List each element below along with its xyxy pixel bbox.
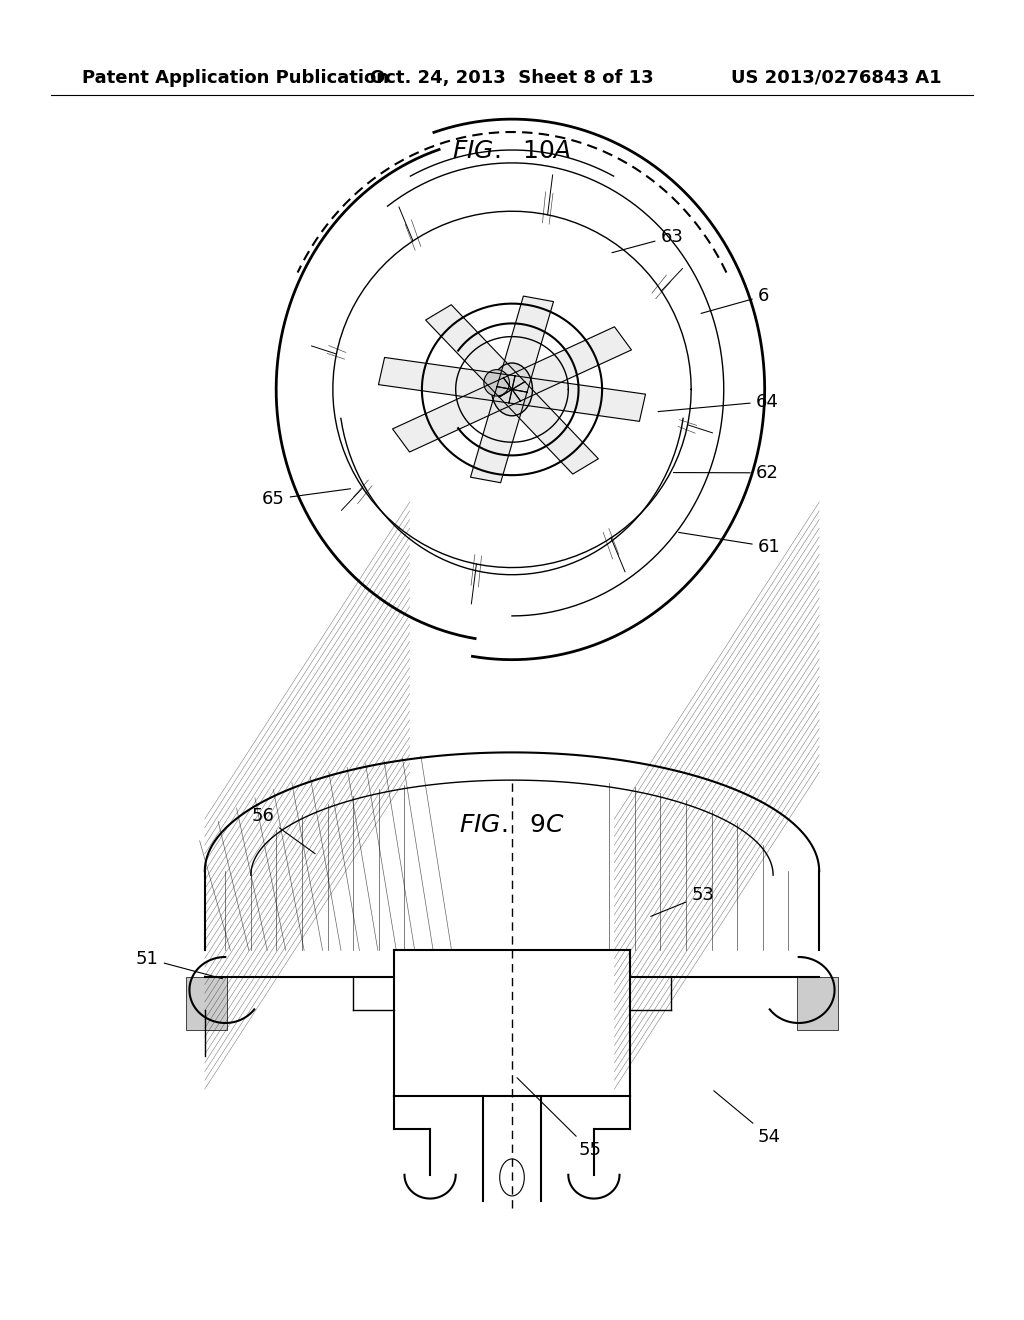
Text: 64: 64 bbox=[658, 392, 778, 412]
Polygon shape bbox=[392, 378, 520, 451]
Polygon shape bbox=[499, 381, 598, 474]
Polygon shape bbox=[426, 305, 525, 397]
Ellipse shape bbox=[500, 1159, 524, 1196]
Text: 63: 63 bbox=[612, 227, 683, 252]
Text: 53: 53 bbox=[651, 886, 714, 916]
Text: 56: 56 bbox=[252, 807, 315, 854]
Text: 62: 62 bbox=[674, 463, 778, 482]
Text: Oct. 24, 2013  Sheet 8 of 13: Oct. 24, 2013 Sheet 8 of 13 bbox=[371, 69, 653, 87]
Text: 54: 54 bbox=[714, 1090, 780, 1146]
Text: 51: 51 bbox=[136, 949, 222, 978]
Polygon shape bbox=[509, 376, 645, 421]
Text: US 2013/0276843 A1: US 2013/0276843 A1 bbox=[731, 69, 942, 87]
Polygon shape bbox=[470, 387, 527, 483]
Polygon shape bbox=[504, 327, 632, 401]
Polygon shape bbox=[379, 358, 515, 403]
Text: 65: 65 bbox=[262, 488, 350, 508]
Polygon shape bbox=[497, 296, 554, 392]
Bar bbox=[797, 977, 838, 1030]
Text: 55: 55 bbox=[517, 1077, 601, 1159]
Circle shape bbox=[492, 363, 532, 416]
Text: $\it{FIG.\ \ 9C}$: $\it{FIG.\ \ 9C}$ bbox=[460, 813, 564, 837]
Text: 6: 6 bbox=[701, 286, 769, 313]
Text: Patent Application Publication: Patent Application Publication bbox=[82, 69, 389, 87]
Text: $\it{FIG.\ \ 10A}$: $\it{FIG.\ \ 10A}$ bbox=[453, 140, 571, 164]
Ellipse shape bbox=[483, 370, 510, 396]
Bar bbox=[186, 977, 227, 1030]
Text: 61: 61 bbox=[679, 532, 780, 556]
